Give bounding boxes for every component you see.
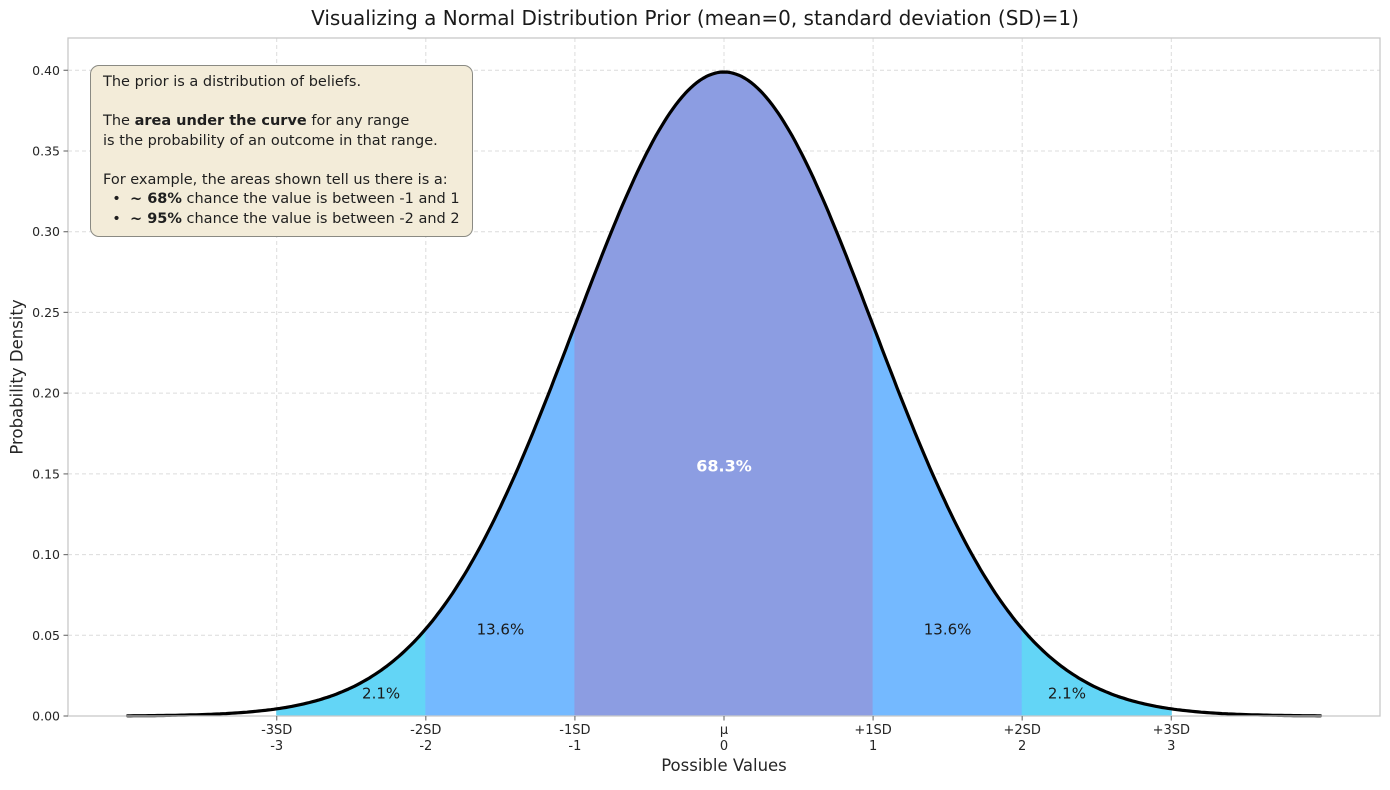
x-tick-sd-label: +1SD: [854, 723, 891, 738]
x-axis-label: Possible Values: [661, 756, 787, 775]
region-fill: [574, 71, 874, 717]
y-tick-label: 0.35: [32, 144, 60, 159]
y-axis-label: Probability Density: [7, 299, 27, 455]
x-tick-value-label: 3: [1167, 739, 1175, 754]
y-tick-label: 0.10: [32, 547, 60, 562]
y-tick-label: 0.40: [32, 63, 60, 78]
region-percent-label: 13.6%: [477, 621, 525, 639]
region-percent-label: 68.3%: [696, 456, 752, 475]
x-tick-sd-label: -3SD: [261, 723, 292, 738]
annotation-text: is the probability of an outcome in that…: [103, 132, 438, 149]
y-tick-label: 0.05: [32, 628, 60, 643]
normal-curve: [126, 70, 1322, 718]
x-tick-value-label: 1: [869, 739, 877, 754]
y-tick-label: 0.20: [32, 386, 60, 401]
region-percent-label: 2.1%: [1048, 684, 1086, 702]
annotation-text: •: [103, 191, 130, 207]
annotation-bold-text: ~ 68%: [130, 191, 182, 207]
x-tick-sd-label: -1SD: [559, 723, 590, 738]
x-tick-value-label: 2: [1018, 739, 1026, 754]
region-percent-label: 13.6%: [924, 621, 972, 639]
x-tick-sd-label: +3SD: [1153, 723, 1190, 738]
annotation-line: For example, the areas shown tell us the…: [103, 171, 460, 191]
annotation-text: chance the value is between -2 and 2: [181, 210, 460, 227]
annotation-line: The prior is a distribution of beliefs.: [103, 73, 460, 93]
annotation-text: The: [103, 113, 135, 129]
x-tick-sd-label: -2SD: [410, 723, 441, 738]
annotation-text: for any range: [306, 113, 410, 129]
annotation-bold-text: area under the curve: [134, 113, 307, 129]
annotation-box: The prior is a distribution of beliefs. T…: [90, 65, 473, 237]
y-tick-label: 0.00: [32, 709, 60, 724]
annotation-line: [103, 93, 460, 113]
region-fill: [276, 627, 427, 717]
chart-title: Visualizing a Normal Distribution Prior …: [311, 6, 1079, 30]
annotation-text: The prior is a distribution of beliefs.: [103, 74, 362, 90]
x-tick-sd-label: μ: [720, 723, 728, 738]
y-tick-label: 0.15: [32, 466, 60, 481]
x-tick-sd-label: +2SD: [1003, 723, 1040, 738]
y-tick-label: 0.30: [32, 224, 60, 239]
x-tick-value-label: -2: [419, 739, 432, 754]
annotation-line: [103, 151, 460, 171]
x-tick-value-label: -3: [270, 739, 283, 754]
x-tick-value-label: 0: [720, 739, 728, 754]
region-fill: [1021, 627, 1172, 717]
annotation-line: • ~ 68% chance the value is between -1 a…: [103, 190, 460, 210]
annotation-text: For example, the areas shown tell us the…: [103, 171, 448, 188]
y-tick-label: 0.25: [32, 305, 60, 320]
annotation-line: is the probability of an outcome in that…: [103, 132, 460, 152]
region-percent-label: 2.1%: [362, 684, 400, 702]
x-tick-value-label: -1: [568, 739, 581, 754]
annotation-line: The area under the curve for any range: [103, 112, 460, 132]
annotation-text: •: [103, 210, 130, 227]
annotation-bold-text: ~ 95%: [130, 210, 182, 227]
annotation-text: chance the value is between -1 and 1: [181, 191, 460, 207]
annotation-line: • ~ 95% chance the value is between -2 a…: [103, 210, 460, 230]
